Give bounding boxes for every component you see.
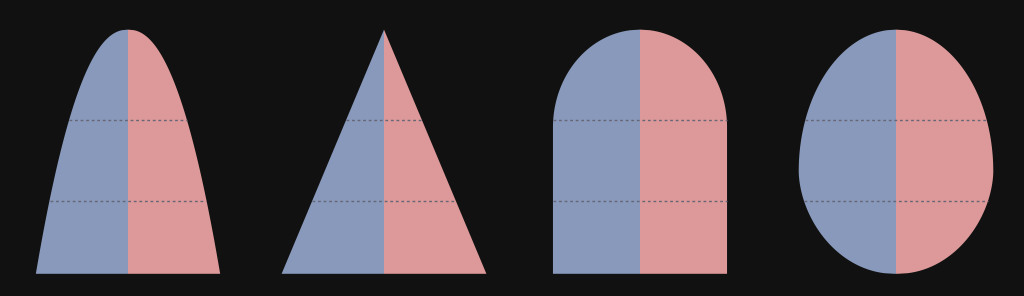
Polygon shape	[896, 30, 993, 274]
Polygon shape	[384, 30, 486, 274]
Polygon shape	[640, 30, 727, 274]
Polygon shape	[553, 30, 640, 274]
Polygon shape	[799, 30, 896, 274]
Polygon shape	[128, 30, 220, 274]
Polygon shape	[36, 30, 128, 274]
Polygon shape	[282, 30, 384, 274]
